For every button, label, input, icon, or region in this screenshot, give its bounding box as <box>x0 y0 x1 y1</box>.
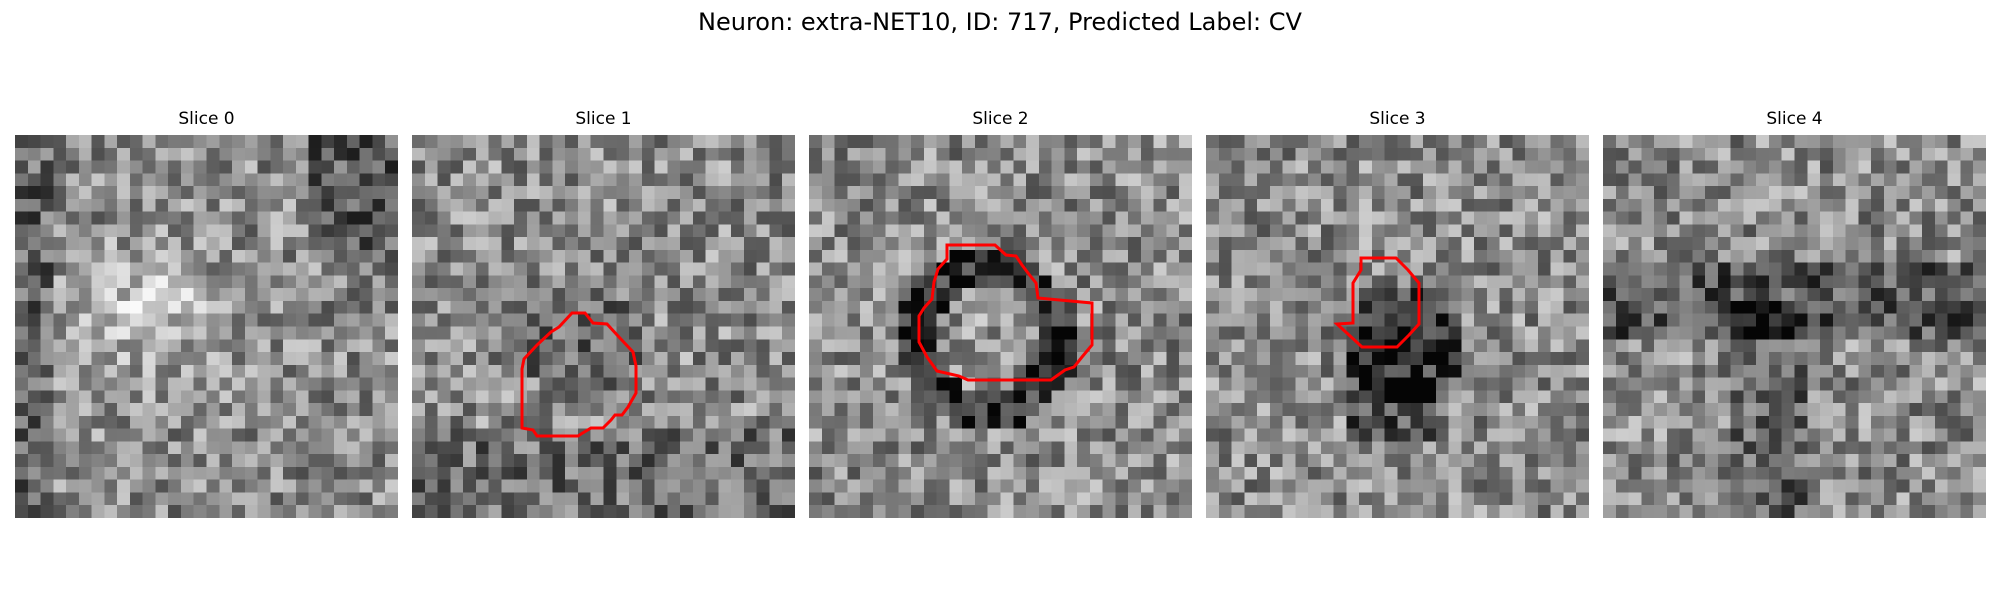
slice-1-title: Slice 1 <box>575 109 632 129</box>
slice-4-image <box>1603 135 1986 518</box>
slice-3-roi-outline <box>1333 256 1421 349</box>
slice-4-title: Slice 4 <box>1766 109 1823 129</box>
figure-title: Neuron: extra-NET10, ID: 717, Predicted … <box>698 8 1302 36</box>
slice-2-image <box>809 135 1192 518</box>
slice-0-title: Slice 0 <box>178 109 235 129</box>
slice-2-canvas <box>809 135 1192 518</box>
slice-2-roi-outline <box>917 243 1094 382</box>
slice-3-title: Slice 3 <box>1369 109 1426 129</box>
slice-3-image <box>1206 135 1589 518</box>
slice-1-roi-outline <box>520 311 638 438</box>
slice-1-canvas <box>412 135 795 518</box>
slice-2-title: Slice 2 <box>972 109 1029 129</box>
slice-0-canvas <box>15 135 398 518</box>
slice-1-image <box>412 135 795 518</box>
slice-4-canvas <box>1603 135 1986 518</box>
slice-0-image <box>15 135 398 518</box>
slice-3-canvas <box>1206 135 1589 518</box>
